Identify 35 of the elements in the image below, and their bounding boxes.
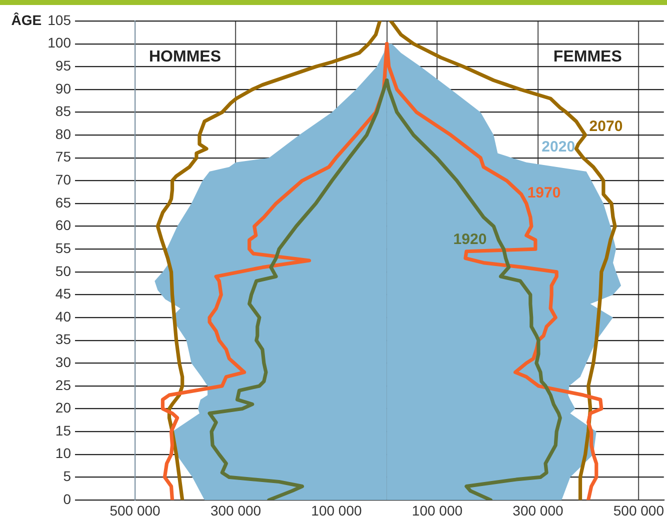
x-tick-label: 300 000 [512,502,564,518]
y-tick-label: 25 [55,376,72,393]
annotation: FEMMES [553,48,622,66]
y-tick-label: 85 [55,103,72,120]
y-tick-label: 105 [48,12,72,28]
y-tick-label: 5 [63,468,72,484]
x-tick-label: 500 000 [110,502,161,518]
annotation: HOMMES [149,48,222,66]
x-tick-label: 100 000 [311,502,362,518]
y-tick-label: 20 [55,400,72,416]
y-tick-label: 45 [55,286,72,302]
y-tick-label: 80 [55,126,72,142]
y-tick-label: 30 [55,354,72,370]
x-tick-label: 300 000 [210,502,262,518]
y-tick-label: 65 [55,194,72,210]
y-tick-label: 0 [63,490,72,507]
y-tick-label: 95 [55,57,72,74]
y-tick-label: 70 [55,172,72,188]
y-tick-label: 35 [55,331,72,348]
y-tick-label: 55 [55,240,72,256]
y-tick-label: 50 [55,262,72,279]
y-tick-label: 15 [55,422,72,438]
series-label: 1970 [527,184,561,202]
y-tick-label: 100 [48,34,72,51]
y-tick-label: 90 [55,80,72,96]
y-tick-label: 40 [55,308,72,324]
y-tick-label: 10 [55,445,72,462]
x-tick-label: 500 000 [613,502,664,518]
series-label: 2070 [589,118,623,136]
y-axis-title: ÂGE [11,12,42,28]
series-label: 1920 [453,231,487,248]
y-tick-label: 75 [55,148,72,165]
series-label: 2020 [542,138,576,156]
y-tick-label: 60 [55,217,72,234]
x-tick-label: 100 000 [412,502,463,518]
